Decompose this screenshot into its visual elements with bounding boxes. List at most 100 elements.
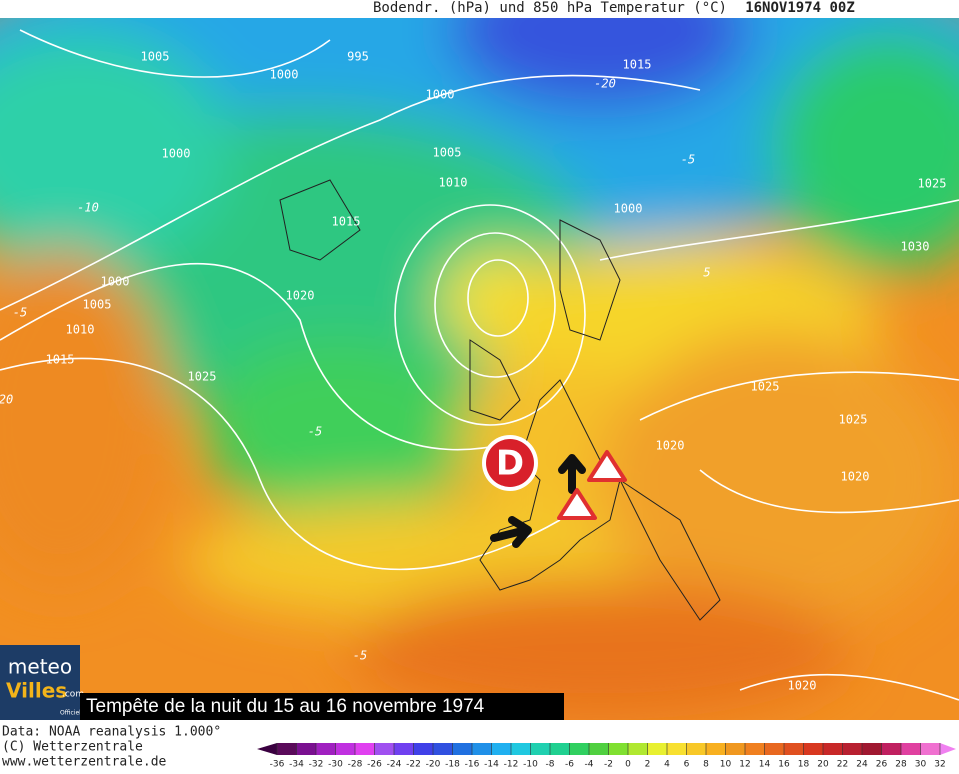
colorbar-tick-label: -26 [367, 760, 382, 770]
colorbar-bin [433, 743, 453, 755]
colorbar-tick-label: -34 [289, 760, 304, 770]
colorbar-bin [706, 743, 726, 755]
colorbar-tick-label: 8 [703, 760, 709, 770]
isobar-label: 1020 [841, 470, 870, 484]
temperature-label: -5 [13, 306, 27, 320]
colorbar-bin [686, 743, 707, 755]
colorbar-tick-label: 4 [664, 760, 670, 770]
colorbar-tick-label: -16 [465, 760, 480, 770]
colorbar-bin [277, 743, 297, 755]
isobar-label: 1025 [188, 370, 217, 384]
colorbar-tick-label: -22 [406, 760, 421, 770]
colorbar-tick-label: 30 [915, 760, 927, 770]
caption-box [80, 693, 564, 720]
temperature-label: 20 [0, 393, 13, 407]
colorbar-tick-label: -32 [309, 760, 324, 770]
isobar-label: 1020 [656, 439, 685, 453]
colorbar-tick-label: 12 [739, 760, 750, 770]
colorbar-tick-label: 28 [895, 760, 907, 770]
isobar-label: 1005 [141, 50, 170, 64]
temperature-label: -20 [594, 77, 616, 91]
colorbar-bin [472, 743, 492, 755]
isobar-label: 1015 [623, 58, 652, 72]
isobar-label: 1015 [332, 215, 361, 229]
colorbar-bin [491, 743, 512, 755]
colorbar-end [257, 743, 277, 755]
colorbar-tick-label: -14 [484, 760, 499, 770]
temperature-label: 5 [703, 266, 710, 280]
colorbar-bin [374, 743, 395, 755]
colorbar-tick-label: 20 [817, 760, 829, 770]
isobar-label: 1020 [788, 679, 817, 693]
colorbar-tick-label: 16 [778, 760, 790, 770]
colorbar-tick-label: -36 [270, 760, 285, 770]
isobar-label: 995 [347, 50, 369, 64]
isobar-label: 1025 [839, 413, 868, 427]
colorbar-tick-label: 22 [837, 760, 848, 770]
colorbar-tick-label: -20 [426, 760, 441, 770]
colorbar-bin [335, 743, 356, 755]
colorbar-bin [569, 743, 590, 755]
temperature-label: -5 [308, 425, 322, 439]
colorbar: -36 -34 -32 -30 -28 -26 -24 -22 -20 -18 -16 -14 -12-… [257, 743, 956, 770]
credit: www.wetterzentrale.de [2, 755, 167, 770]
map-date: 16NOV1974 00Z [745, 0, 855, 16]
credit: Data: NOAA reanalysis 1.000° [2, 725, 221, 740]
colorbar-bin [667, 743, 687, 755]
isobar-label: 1025 [918, 177, 947, 191]
colorbar-bin [920, 743, 941, 755]
colorbar-bin [511, 743, 531, 755]
isobar-label: 1020 [286, 289, 315, 303]
colorbar-bin [355, 743, 375, 755]
logo-line1: meteo [8, 655, 72, 679]
colorbar-bin [803, 743, 824, 755]
isobar-label: 1005 [433, 146, 462, 160]
colorbar-bin [862, 743, 882, 755]
colorbar-tick-label: 6 [684, 760, 690, 770]
colorbar-bin [530, 743, 551, 755]
colorbar-bin [901, 743, 921, 755]
colorbar-tick-label: 24 [856, 760, 868, 770]
credit: (C) Wetterzentrale [2, 740, 143, 755]
colorbar-bin [647, 743, 668, 755]
colorbar-tick-label: -10 [523, 760, 538, 770]
temperature-label: -5 [353, 649, 367, 663]
map [0, 18, 959, 720]
colorbar-tick-label: 10 [720, 760, 732, 770]
colorbar-bin [316, 743, 336, 755]
isobar-label: 1000 [614, 202, 643, 216]
logo-tagline: Officiel [60, 710, 81, 717]
isobar-label: 1010 [66, 323, 95, 337]
wind-arrows [490, 454, 586, 548]
colorbar-tick-label: -24 [387, 760, 402, 770]
colorbar-bin [296, 743, 317, 755]
colorbar-bin [764, 743, 785, 755]
colorbar-tick-label: -30 [328, 760, 343, 770]
colorbar-bin [413, 743, 434, 755]
colorbar-tick-label: 26 [876, 760, 888, 770]
colorbar-bin [608, 743, 629, 755]
colorbar-tick-label: -28 [348, 760, 363, 770]
isobar-label: 1005 [83, 298, 112, 312]
low-letter: D [496, 444, 524, 484]
temperature-label: -10 [77, 201, 99, 215]
colorbar-bin [394, 743, 414, 755]
colorbar-tick-label: -2 [604, 760, 613, 770]
isobar-label: 1010 [439, 176, 468, 190]
colorbar-bin [628, 743, 648, 755]
colorbar-tick-label: 2 [645, 760, 651, 770]
map-title: Bodendr. (hPa) und 850 hPa Temperatur (°… [373, 0, 727, 16]
colorbar-bin [452, 743, 473, 755]
isobar-label: 1030 [901, 240, 930, 254]
isobar-label: 1025 [751, 380, 780, 394]
colorbar-tick-label: 32 [934, 760, 945, 770]
colorbar-tick-label: 0 [625, 760, 631, 770]
colorbar-tick-label: 18 [798, 760, 810, 770]
isobar-label: 1000 [162, 147, 191, 161]
colorbar-tick-label: -12 [504, 760, 519, 770]
isobar-label: 1000 [270, 68, 299, 82]
colorbar-bin [823, 743, 843, 755]
colorbar-bin [550, 743, 570, 755]
logo-suffix: .com [62, 690, 84, 700]
caption: Tempête de la nuit du 15 au 16 novembre … [86, 696, 485, 717]
